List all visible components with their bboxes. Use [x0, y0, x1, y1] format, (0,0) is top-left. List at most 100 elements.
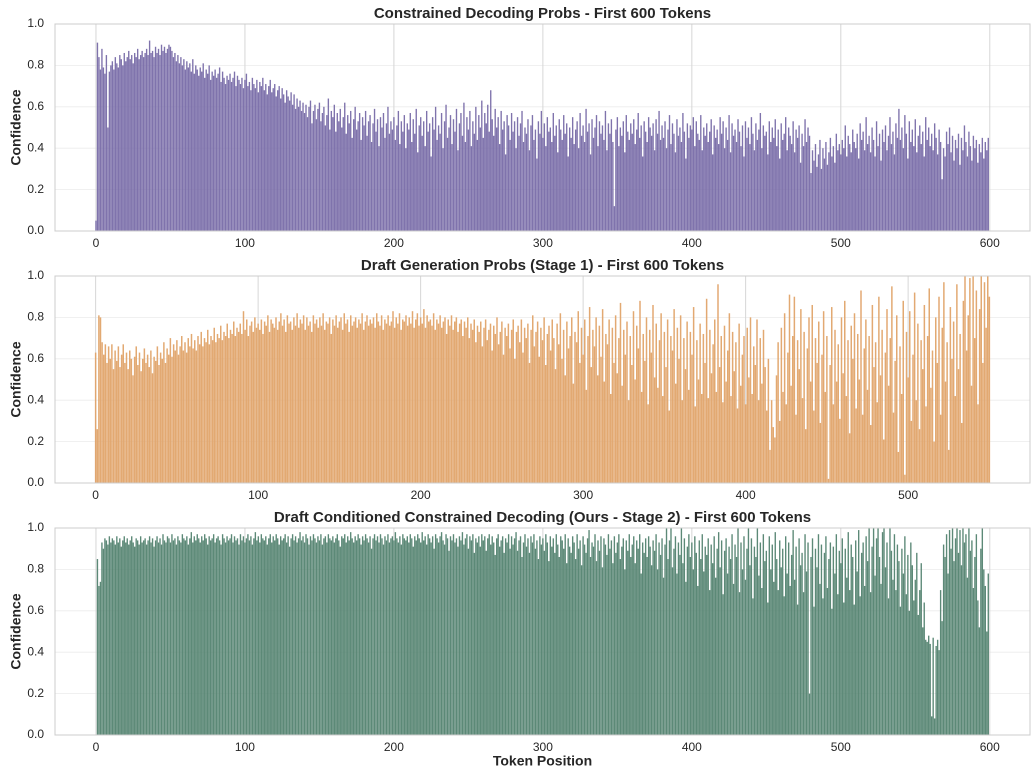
bar: [172, 344, 175, 483]
bar: [151, 50, 154, 231]
bar: [187, 67, 190, 231]
bar: [843, 148, 845, 231]
bar: [640, 125, 642, 231]
y-tick-label: 0.0: [27, 223, 44, 237]
bar: [782, 548, 784, 735]
bar: [521, 556, 523, 735]
bar: [832, 146, 835, 231]
bar: [977, 600, 979, 735]
bar: [978, 144, 981, 231]
bar: [893, 154, 896, 231]
bar: [799, 162, 802, 231]
y-tick-label: 0.4: [27, 644, 44, 658]
bar: [811, 538, 814, 735]
bar: [829, 542, 832, 735]
bar: [98, 315, 100, 483]
bar: [560, 129, 562, 231]
bar: [922, 369, 924, 483]
bar: [156, 52, 158, 232]
bar: [612, 563, 614, 735]
bar: [290, 92, 292, 231]
bar: [242, 88, 245, 231]
bar: [199, 67, 201, 231]
bar: [636, 129, 638, 231]
bar: [262, 333, 264, 483]
bar: [554, 135, 556, 231]
bar: [399, 536, 401, 735]
bar: [226, 75, 228, 231]
bar: [98, 585, 100, 735]
bar: [621, 135, 623, 231]
bar: [554, 369, 557, 483]
bar: [432, 313, 435, 483]
bar: [330, 333, 332, 483]
bar: [129, 59, 131, 231]
bar: [932, 150, 934, 231]
bar: [653, 377, 656, 483]
bar: [611, 327, 614, 483]
bar: [183, 538, 185, 735]
bar: [424, 327, 427, 483]
bar: [354, 536, 356, 735]
bar: [294, 325, 297, 483]
bar: [296, 98, 298, 232]
bar: [573, 144, 575, 231]
bar: [650, 352, 653, 483]
bar: [584, 319, 586, 483]
bar: [229, 538, 231, 735]
bar: [774, 437, 776, 483]
bar: [625, 540, 627, 735]
bar: [972, 588, 975, 735]
bar: [410, 323, 412, 483]
bar: [105, 55, 108, 231]
bar: [249, 325, 251, 483]
bar: [126, 57, 128, 232]
x-tick-label: 500: [898, 488, 918, 502]
bar: [570, 552, 572, 735]
bar: [128, 50, 130, 231]
bar: [977, 404, 979, 483]
bar: [941, 621, 943, 735]
bar: [504, 327, 506, 483]
bar: [498, 546, 501, 735]
bar: [439, 133, 441, 231]
bar: [500, 540, 502, 735]
bar: [701, 534, 703, 735]
bar: [814, 548, 817, 735]
x-tick-label: 500: [831, 740, 851, 754]
bar: [787, 542, 790, 735]
bar: [171, 50, 173, 231]
bar: [983, 158, 985, 231]
bar: [234, 336, 237, 483]
bar: [457, 331, 459, 483]
bar: [116, 536, 118, 735]
bar: [658, 110, 660, 231]
bar: [166, 48, 169, 232]
bar: [686, 321, 688, 483]
bar: [549, 350, 552, 483]
bar: [817, 534, 820, 735]
bar: [688, 389, 690, 483]
bar: [445, 333, 448, 483]
bar: [470, 323, 472, 483]
bar: [666, 319, 669, 483]
bar: [449, 536, 452, 735]
bar: [496, 317, 498, 483]
bar: [563, 548, 565, 735]
bar: [369, 115, 371, 231]
bar: [333, 104, 336, 231]
bar: [875, 538, 878, 735]
bar: [639, 534, 641, 735]
bar: [799, 565, 802, 735]
bar: [421, 135, 423, 231]
bar: [308, 106, 310, 231]
bar: [254, 532, 257, 735]
bar: [880, 160, 882, 231]
bar: [497, 117, 499, 231]
bar: [920, 563, 922, 735]
bar: [540, 327, 542, 483]
bar: [384, 536, 386, 735]
bar: [722, 594, 724, 735]
bar: [618, 534, 620, 735]
bar: [125, 352, 128, 483]
